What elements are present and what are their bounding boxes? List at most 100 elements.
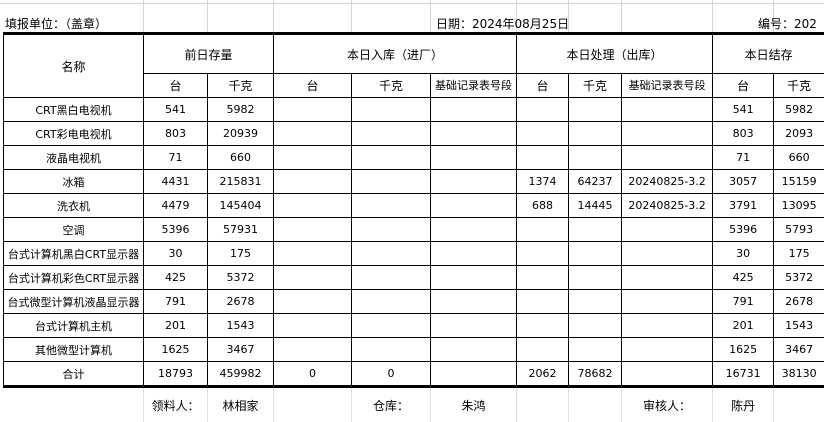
data-cell[interactable]: 30 [144, 242, 208, 266]
header-name[interactable]: 名称 [4, 34, 144, 98]
data-cell[interactable] [622, 362, 713, 387]
data-cell[interactable]: 38130 [774, 362, 824, 387]
data-cell[interactable]: 5396 [713, 218, 774, 242]
data-cell[interactable]: 5793 [774, 218, 824, 242]
data-cell[interactable] [569, 98, 622, 122]
data-cell[interactable] [274, 122, 352, 146]
data-cell[interactable] [431, 362, 517, 387]
data-cell[interactable] [352, 338, 431, 362]
data-cell[interactable]: 791 [144, 290, 208, 314]
row-name[interactable]: 液晶电视机 [4, 146, 144, 170]
data-cell[interactable] [431, 290, 517, 314]
data-cell[interactable] [431, 242, 517, 266]
data-cell[interactable]: 20939 [208, 122, 274, 146]
data-cell[interactable]: 3467 [208, 338, 274, 362]
data-cell[interactable]: 71 [144, 146, 208, 170]
data-cell[interactable] [352, 314, 431, 338]
data-cell[interactable] [569, 266, 622, 290]
data-cell[interactable] [517, 290, 569, 314]
row-name[interactable]: 其他微型计算机 [4, 338, 144, 362]
footer-cell[interactable] [517, 387, 569, 422]
data-cell[interactable]: 459982 [208, 362, 274, 387]
data-cell[interactable]: 803 [713, 122, 774, 146]
data-cell[interactable] [352, 242, 431, 266]
data-cell[interactable]: 201 [144, 314, 208, 338]
data-cell[interactable] [352, 266, 431, 290]
data-cell[interactable] [622, 314, 713, 338]
data-cell[interactable]: 3057 [713, 170, 774, 194]
row-name[interactable]: 台式计算机黑白CRT显示器 [4, 242, 144, 266]
data-cell[interactable]: 0 [352, 362, 431, 387]
data-cell[interactable] [352, 98, 431, 122]
data-cell[interactable]: 2093 [774, 122, 824, 146]
data-cell[interactable] [517, 98, 569, 122]
data-cell[interactable]: 2678 [774, 290, 824, 314]
data-cell[interactable]: 14445 [569, 194, 622, 218]
data-cell[interactable] [274, 146, 352, 170]
header-inbound[interactable]: 本日入库（进厂） [274, 34, 517, 74]
row-name[interactable]: CRT黑白电视机 [4, 98, 144, 122]
data-cell[interactable]: 30 [713, 242, 774, 266]
data-cell[interactable]: 2062 [517, 362, 569, 387]
row-name[interactable]: 冰箱 [4, 170, 144, 194]
data-cell[interactable]: 5396 [144, 218, 208, 242]
footer-cell[interactable] [4, 387, 144, 422]
data-cell[interactable] [517, 146, 569, 170]
data-cell[interactable]: 1625 [144, 338, 208, 362]
data-cell[interactable] [352, 146, 431, 170]
data-cell[interactable]: 175 [208, 242, 274, 266]
data-cell[interactable] [569, 122, 622, 146]
data-cell[interactable] [352, 218, 431, 242]
data-cell[interactable]: 5982 [774, 98, 824, 122]
data-cell[interactable]: 660 [208, 146, 274, 170]
row-name[interactable]: 台式微型计算机液晶显示器 [4, 290, 144, 314]
footer-cell[interactable] [774, 387, 824, 422]
data-cell[interactable]: 78682 [569, 362, 622, 387]
data-cell[interactable] [274, 98, 352, 122]
data-cell[interactable] [622, 122, 713, 146]
data-cell[interactable] [274, 242, 352, 266]
subheader-cell[interactable]: 基础记录表号段 [431, 74, 517, 98]
data-cell[interactable]: 215831 [208, 170, 274, 194]
data-cell[interactable]: 201 [713, 314, 774, 338]
subheader-cell[interactable]: 台 [274, 74, 352, 98]
subheader-cell[interactable]: 台 [517, 74, 569, 98]
data-cell[interactable] [569, 146, 622, 170]
data-cell[interactable] [431, 194, 517, 218]
data-cell[interactable]: 175 [774, 242, 824, 266]
data-cell[interactable] [622, 146, 713, 170]
row-name[interactable]: 洗衣机 [4, 194, 144, 218]
data-cell[interactable]: 1543 [208, 314, 274, 338]
data-cell[interactable] [622, 290, 713, 314]
data-cell[interactable]: 541 [713, 98, 774, 122]
data-cell[interactable] [274, 170, 352, 194]
data-cell[interactable]: 791 [713, 290, 774, 314]
subheader-cell[interactable]: 千克 [774, 74, 824, 98]
data-cell[interactable]: 541 [144, 98, 208, 122]
data-cell[interactable] [622, 98, 713, 122]
data-cell[interactable]: 20240825-3.2 [622, 194, 713, 218]
data-cell[interactable]: 145404 [208, 194, 274, 218]
data-cell[interactable] [274, 338, 352, 362]
subheader-cell[interactable]: 千克 [208, 74, 274, 98]
data-cell[interactable]: 1374 [517, 170, 569, 194]
data-cell[interactable]: 1625 [713, 338, 774, 362]
data-cell[interactable] [569, 338, 622, 362]
data-cell[interactable] [431, 266, 517, 290]
data-cell[interactable] [569, 290, 622, 314]
header-prev-stock[interactable]: 前日存量 [144, 34, 274, 74]
row-name[interactable]: 台式计算机主机 [4, 314, 144, 338]
data-cell[interactable]: 4431 [144, 170, 208, 194]
warehouse-label[interactable]: 仓库： [352, 387, 431, 422]
data-cell[interactable] [517, 242, 569, 266]
data-cell[interactable] [622, 338, 713, 362]
data-cell[interactable]: 425 [144, 266, 208, 290]
data-cell[interactable]: 5372 [208, 266, 274, 290]
subheader-cell[interactable]: 基础记录表号段 [622, 74, 713, 98]
data-cell[interactable] [517, 122, 569, 146]
receiver-name[interactable]: 林相家 [208, 387, 274, 422]
data-cell[interactable] [431, 146, 517, 170]
data-cell[interactable] [622, 266, 713, 290]
warehouse-name[interactable]: 朱鸿 [431, 387, 517, 422]
data-cell[interactable]: 660 [774, 146, 824, 170]
